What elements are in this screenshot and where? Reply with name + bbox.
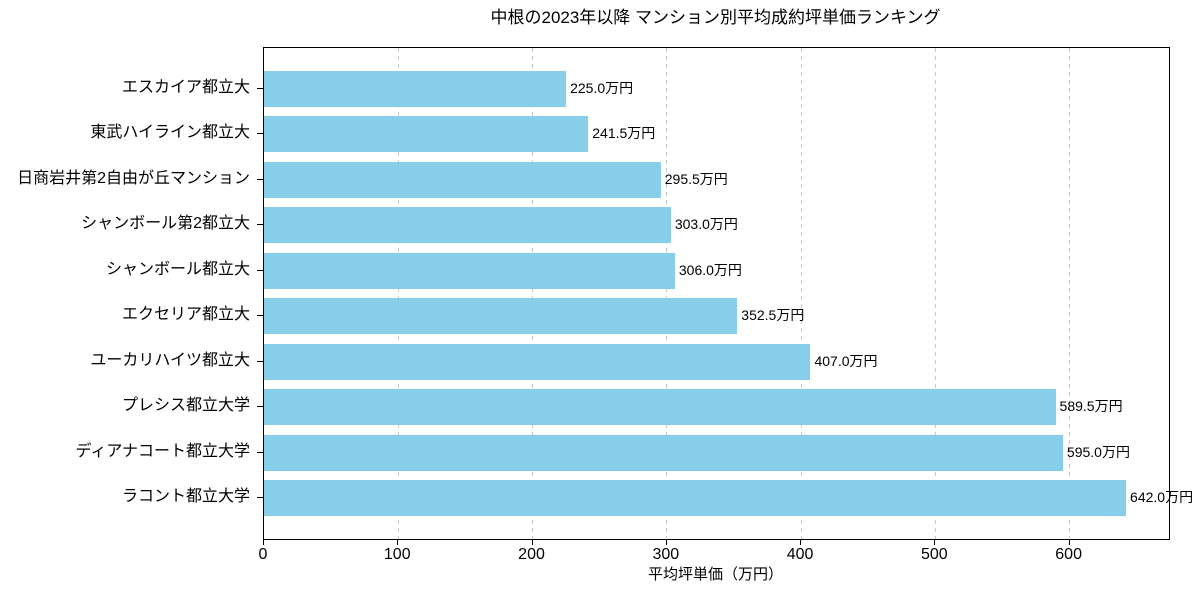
y-tick-mark xyxy=(257,269,263,271)
bar-value-label: 306.0万円 xyxy=(678,261,742,278)
gridline-x-400 xyxy=(800,48,802,539)
bar xyxy=(264,480,1127,517)
bar xyxy=(264,161,661,198)
bar-value-label: 225.0万円 xyxy=(570,79,634,96)
bar xyxy=(264,389,1056,426)
y-category-label: エクセリア都立大 xyxy=(121,306,250,324)
y-category-label: プレシス都立大学 xyxy=(121,397,250,415)
y-tick-mark xyxy=(257,87,263,89)
y-category-label: シャンボール第2都立大 xyxy=(81,215,250,233)
x-tick-label: 100 xyxy=(383,546,411,563)
bar-value-label: 595.0万円 xyxy=(1066,443,1130,460)
x-tick-mark xyxy=(800,539,802,545)
bar-value-label: 407.0万円 xyxy=(814,352,878,369)
chart-title: 中根の2023年以降 マンション別平均成約坪単価ランキング xyxy=(490,8,941,27)
y-category-label: 日商岩井第2自由が丘マンション xyxy=(17,169,250,187)
bar xyxy=(264,298,738,335)
gridline-x-600 xyxy=(1069,48,1071,539)
x-tick-mark xyxy=(531,539,533,545)
gridline-x-100 xyxy=(397,48,399,539)
bar xyxy=(264,207,671,244)
gridline-x-300 xyxy=(666,48,668,539)
x-axis-label: 平均坪単価（万円） xyxy=(647,566,783,583)
y-category-label: ラコント都立大学 xyxy=(121,488,250,506)
bar-value-label: 295.5万円 xyxy=(664,170,728,187)
bar-value-label: 303.0万円 xyxy=(674,216,738,233)
gridline-x-200 xyxy=(532,48,534,539)
x-tick-mark xyxy=(397,539,399,545)
y-category-label: 東武ハイライン都立大 xyxy=(90,124,250,142)
bar-value-label: 241.5万円 xyxy=(592,125,656,142)
y-tick-mark xyxy=(257,497,263,499)
y-category-label: ユーカリハイツ都立大 xyxy=(90,351,250,369)
x-tick-mark xyxy=(934,539,936,545)
y-tick-mark xyxy=(257,315,263,317)
y-category-label: シャンボール都立大 xyxy=(105,260,250,278)
bar xyxy=(264,116,589,153)
x-tick-label: 0 xyxy=(258,546,268,563)
y-category-label: エスカイア都立大 xyxy=(121,78,250,96)
y-tick-mark xyxy=(257,178,263,180)
bar-value-label: 589.5万円 xyxy=(1059,398,1123,415)
x-tick-label: 600 xyxy=(1055,546,1082,563)
y-category-label: ディアナコート都立大学 xyxy=(75,442,250,460)
x-tick-label: 500 xyxy=(921,546,948,563)
bar xyxy=(264,343,811,380)
y-tick-mark xyxy=(257,451,263,453)
bar xyxy=(264,252,675,289)
bar-value-label: 642.0万円 xyxy=(1130,489,1194,506)
y-tick-mark xyxy=(257,360,263,362)
bar xyxy=(264,434,1063,471)
bar-value-label: 352.5万円 xyxy=(741,307,805,324)
plot-area xyxy=(263,47,1170,540)
y-tick-mark xyxy=(257,224,263,226)
x-tick-label: 300 xyxy=(652,546,680,563)
gridline-x-500 xyxy=(934,48,936,539)
x-tick-label: 200 xyxy=(518,546,545,563)
x-tick-mark xyxy=(263,539,264,545)
x-tick-mark xyxy=(665,539,667,545)
y-tick-mark xyxy=(257,133,263,135)
x-tick-mark xyxy=(1068,539,1070,545)
bar xyxy=(264,70,567,107)
y-tick-mark xyxy=(257,406,263,408)
x-tick-label: 400 xyxy=(786,546,814,563)
